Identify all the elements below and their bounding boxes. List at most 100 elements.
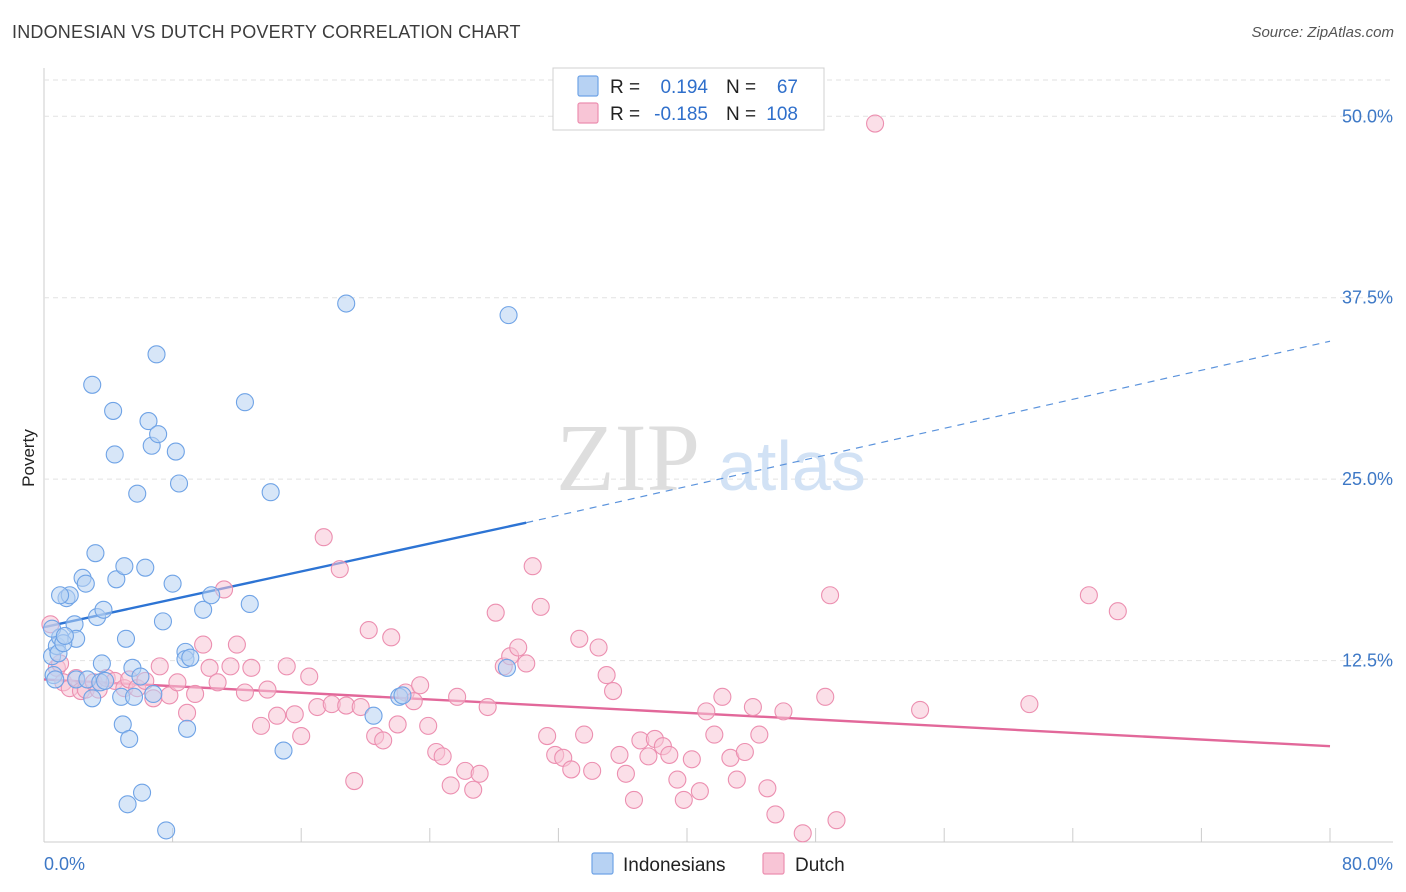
- stats-legend: R = 0.194 N = 67 R = -0.185 N = 108: [552, 67, 825, 131]
- legend-swatch-indonesians: [577, 75, 599, 97]
- point-dutch: [178, 703, 197, 722]
- y-tick-label: 50.0%: [1342, 106, 1393, 126]
- point-dutch: [531, 597, 550, 616]
- point-indonesians: [393, 686, 412, 705]
- point-indonesians: [104, 401, 123, 420]
- point-dutch: [448, 687, 467, 706]
- point-dutch: [285, 705, 304, 724]
- point-indonesians: [163, 574, 182, 593]
- point-dutch: [314, 528, 333, 547]
- point-dutch: [705, 725, 724, 744]
- x-tick-label-min: 0.0%: [44, 854, 85, 874]
- chart-title: INDONESIAN VS DUTCH POVERTY CORRELATION …: [12, 22, 521, 42]
- point-dutch: [351, 697, 370, 717]
- point-dutch: [509, 638, 528, 657]
- point-indonesians: [133, 783, 152, 802]
- point-dutch: [575, 725, 594, 744]
- legend-n-value-indonesians: 67: [777, 77, 798, 98]
- point-dutch: [682, 750, 701, 769]
- point-indonesians: [147, 345, 166, 364]
- point-dutch: [382, 628, 401, 647]
- point-dutch: [441, 776, 460, 795]
- point-indonesians: [131, 667, 150, 686]
- bottom-legend-swatch-dutch: [762, 852, 785, 875]
- point-indonesians: [235, 393, 254, 412]
- point-dutch: [816, 687, 835, 706]
- legend-r-label-indonesians: R =: [610, 77, 640, 98]
- legend-r-value-indonesians: 0.194: [660, 77, 708, 98]
- point-indonesians: [166, 442, 185, 461]
- point-indonesians: [118, 795, 137, 814]
- point-indonesians: [497, 658, 517, 677]
- point-indonesians: [115, 557, 134, 576]
- point-dutch: [866, 114, 885, 133]
- point-dutch: [150, 657, 169, 676]
- point-indonesians: [105, 445, 124, 464]
- point-dutch: [251, 716, 271, 735]
- point-dutch: [713, 687, 732, 706]
- point-dutch: [470, 764, 489, 783]
- point-indonesians: [149, 425, 168, 444]
- point-indonesians: [240, 594, 259, 614]
- point-dutch: [610, 745, 629, 764]
- point-dutch: [624, 790, 644, 809]
- point-dutch: [277, 657, 296, 676]
- legend-n-label-dutch: N =: [726, 104, 756, 125]
- point-dutch: [660, 745, 679, 764]
- point-indonesians: [181, 648, 200, 667]
- point-indonesians: [86, 544, 105, 563]
- point-indonesians: [153, 612, 173, 631]
- point-dutch: [486, 603, 505, 622]
- legend-n-value-dutch: 108: [766, 104, 798, 125]
- x-tick-label-max: 80.0%: [1342, 854, 1393, 874]
- point-dutch: [570, 629, 589, 648]
- point-indonesians: [136, 558, 155, 577]
- point-dutch: [758, 779, 777, 798]
- point-dutch: [300, 667, 319, 686]
- point-dutch: [583, 761, 602, 780]
- watermark-atlas: atlas: [718, 427, 866, 505]
- watermark-zip: ZIP: [556, 404, 700, 511]
- point-indonesians: [194, 600, 213, 619]
- point-dutch: [604, 682, 623, 701]
- point-dutch: [200, 658, 219, 677]
- point-dutch: [268, 706, 287, 725]
- point-indonesians: [96, 671, 115, 690]
- point-indonesians: [55, 626, 74, 645]
- y-axis-title: Poverty: [19, 429, 38, 487]
- point-dutch: [388, 715, 407, 734]
- point-dutch: [827, 811, 846, 830]
- point-dutch: [235, 683, 254, 702]
- point-dutch: [411, 676, 430, 695]
- bottom-legend-label-indonesians: Indonesians: [623, 855, 725, 876]
- point-indonesians: [83, 689, 102, 708]
- point-dutch: [774, 702, 793, 721]
- point-dutch: [911, 700, 930, 719]
- point-dutch: [821, 586, 840, 605]
- point-dutch: [194, 635, 213, 654]
- legend-n-label-indonesians: N =: [726, 77, 756, 98]
- y-tick-label: 37.5%: [1342, 288, 1393, 308]
- point-dutch: [374, 731, 393, 750]
- point-dutch: [517, 654, 536, 673]
- point-dutch: [743, 697, 762, 717]
- point-indonesians: [92, 654, 111, 673]
- point-dutch: [242, 658, 261, 677]
- point-dutch: [668, 770, 687, 789]
- point-dutch: [330, 560, 349, 579]
- point-dutch: [766, 805, 785, 824]
- point-indonesians: [139, 412, 158, 431]
- point-dutch: [1020, 695, 1039, 714]
- point-dutch: [1079, 586, 1098, 605]
- point-indonesians: [178, 719, 197, 738]
- point-dutch: [589, 638, 608, 657]
- point-indonesians: [202, 586, 221, 605]
- point-indonesians: [128, 484, 147, 503]
- point-dutch: [292, 726, 311, 746]
- point-indonesians: [124, 687, 144, 706]
- point-dutch: [793, 824, 812, 843]
- point-indonesians: [144, 684, 163, 704]
- point-indonesians: [116, 629, 136, 648]
- point-dutch: [478, 697, 497, 717]
